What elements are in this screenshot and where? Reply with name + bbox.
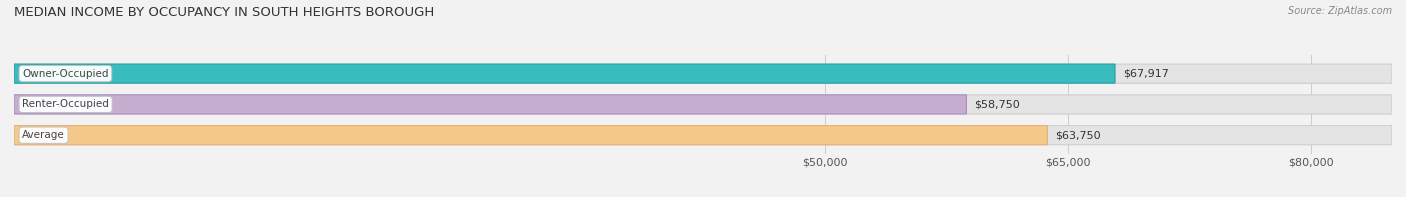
FancyBboxPatch shape — [14, 126, 1047, 145]
FancyBboxPatch shape — [14, 64, 1115, 83]
Text: Renter-Occupied: Renter-Occupied — [22, 99, 110, 109]
Text: $67,917: $67,917 — [1123, 69, 1168, 79]
FancyBboxPatch shape — [17, 126, 1392, 145]
Text: MEDIAN INCOME BY OCCUPANCY IN SOUTH HEIGHTS BOROUGH: MEDIAN INCOME BY OCCUPANCY IN SOUTH HEIG… — [14, 6, 434, 19]
FancyBboxPatch shape — [14, 64, 1392, 83]
Text: Source: ZipAtlas.com: Source: ZipAtlas.com — [1288, 6, 1392, 16]
FancyBboxPatch shape — [14, 126, 1392, 145]
Text: $63,750: $63,750 — [1056, 130, 1101, 140]
FancyBboxPatch shape — [14, 95, 1392, 114]
FancyBboxPatch shape — [17, 95, 1392, 114]
FancyBboxPatch shape — [17, 64, 1392, 84]
Text: Owner-Occupied: Owner-Occupied — [22, 69, 108, 79]
Text: $58,750: $58,750 — [974, 99, 1021, 109]
Text: Average: Average — [22, 130, 65, 140]
FancyBboxPatch shape — [14, 95, 966, 114]
